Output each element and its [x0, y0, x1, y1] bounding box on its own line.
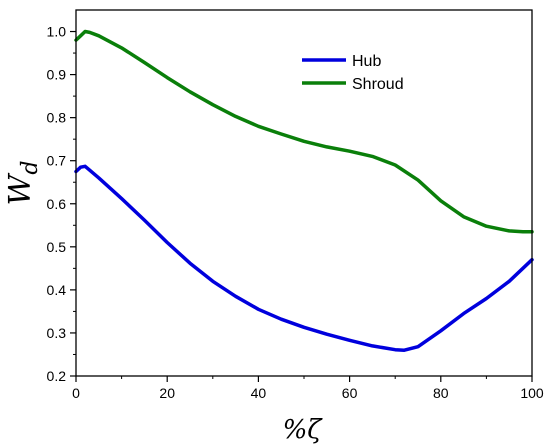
- y-tick-label: 0.4: [47, 282, 67, 298]
- y-tick-label: 0.8: [47, 110, 67, 126]
- y-tick-label: 0.7: [47, 153, 67, 169]
- y-tick-label: 1.0: [47, 24, 67, 40]
- x-tick-label: 60: [342, 385, 358, 401]
- legend-label-hub: Hub: [352, 53, 381, 70]
- y-tick-label: 0.2: [47, 368, 67, 384]
- y-tick-label: 0.9: [47, 67, 67, 83]
- x-tick-label: 40: [251, 385, 267, 401]
- axes: 0 20 40 60 80 100 0.2 0.3 0.4 0.5 0.6 0.7 0.8 0.9 1.0: [47, 9, 544, 401]
- plot-area: [74, 29, 534, 352]
- x-tick-label: 20: [159, 385, 175, 401]
- plot-frame: [75, 9, 533, 377]
- series-line-shroud: [74, 29, 534, 234]
- legend: Hub Shroud: [302, 53, 404, 93]
- y-tick-label: 0.6: [47, 196, 67, 212]
- y-tick-label: 0.3: [47, 325, 67, 341]
- x-tick-label: 0: [72, 385, 80, 401]
- series-line-hub: [74, 164, 534, 352]
- legend-label-shroud: Shroud: [352, 76, 404, 93]
- x-axis-title: %ζ: [283, 415, 324, 445]
- y-axis-title: Wd: [3, 161, 43, 206]
- x-tick-label: 80: [433, 385, 449, 401]
- x-tick-label: 100: [520, 385, 544, 401]
- y-tick-label: 0.5: [47, 239, 67, 255]
